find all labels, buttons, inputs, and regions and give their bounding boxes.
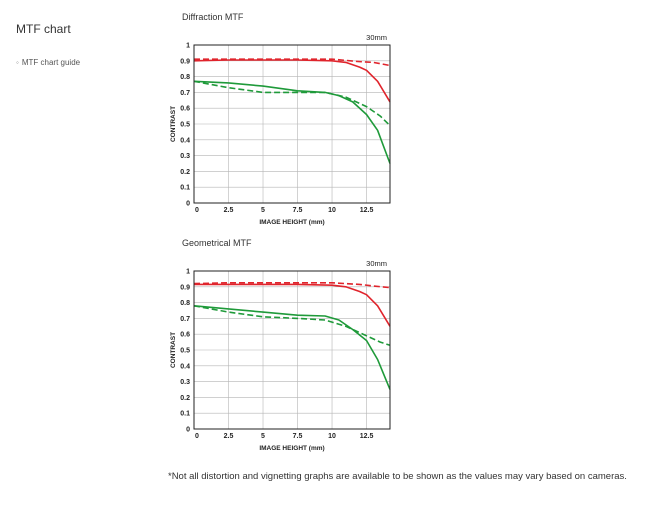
sidebar-title: MTF chart bbox=[16, 22, 71, 36]
y-tick-label: 0.1 bbox=[180, 411, 190, 418]
x-tick-label: 12.5 bbox=[360, 433, 374, 440]
x-tick-label: 7.5 bbox=[293, 207, 303, 214]
y-tick-label: 0.7 bbox=[180, 316, 190, 323]
series-line-green-dashed bbox=[193, 305, 391, 347]
x-tick-label: 10 bbox=[328, 433, 336, 440]
y-tick-label: 0.6 bbox=[180, 106, 190, 113]
chart-title-diffraction: Diffraction MTF bbox=[182, 12, 244, 22]
x-axis-label: IMAGE HEIGHT (mm) bbox=[259, 445, 324, 452]
chart-title-geometrical: Geometrical MTF bbox=[182, 238, 252, 248]
focal-length-annotation: 30mm bbox=[366, 259, 387, 268]
x-tick-label: 5 bbox=[261, 433, 265, 440]
series-line-red-dashed bbox=[194, 58, 391, 67]
y-tick-label: 0.4 bbox=[180, 363, 190, 370]
x-tick-label: 7.5 bbox=[293, 433, 303, 440]
series-line-green-dashed bbox=[193, 80, 391, 127]
y-tick-label: 0.8 bbox=[180, 74, 190, 81]
y-axis-label: CONTRAST bbox=[170, 332, 177, 368]
y-tick-label: 0.5 bbox=[180, 122, 190, 129]
diffraction-mtf-chart: 00.10.20.30.40.50.60.70.80.910 2.5 5 7.5 10 1… bbox=[170, 33, 391, 226]
x-tick-label: 2.5 bbox=[224, 433, 234, 440]
x-tick-label: 10 bbox=[328, 207, 336, 214]
plot-frame bbox=[193, 270, 391, 430]
focal-length-annotation: 30mm bbox=[366, 33, 387, 42]
series-line-green-solid bbox=[193, 305, 391, 390]
geometrical-mtf-chart: 00.10.20.30.40.50.60.70.80.910 2.5 5 7.5 10 1… bbox=[170, 259, 391, 452]
y-tick-label: 0.6 bbox=[180, 332, 190, 339]
series-line-red-dashed bbox=[193, 282, 391, 289]
x-tick-label: 2.5 bbox=[224, 207, 234, 214]
y-tick-label: 0.9 bbox=[180, 284, 190, 291]
x-tick-label: 0 bbox=[195, 207, 199, 214]
series-line-red-solid bbox=[194, 283, 391, 327]
footnote: *Not all distortion and vignetting graph… bbox=[168, 471, 627, 482]
series-line-red-solid bbox=[193, 59, 391, 103]
y-tick-label: 0.8 bbox=[180, 300, 190, 307]
y-tick-label: 0 bbox=[186, 427, 190, 434]
y-tick-label: 0.4 bbox=[180, 137, 190, 144]
y-tick-label: 1 bbox=[186, 43, 190, 50]
bullet-icon: ◦ bbox=[16, 58, 19, 67]
x-tick-label: 12.5 bbox=[360, 207, 374, 214]
y-tick-label: 0.7 bbox=[180, 90, 190, 97]
plot-frame bbox=[193, 44, 391, 204]
y-tick-label: 0 bbox=[186, 201, 190, 208]
mtf-chart-guide-label: MTF chart guide bbox=[21, 58, 81, 67]
y-tick-label: 0.9 bbox=[180, 58, 190, 65]
y-tick-label: 0.3 bbox=[180, 379, 190, 386]
y-tick-label: 1 bbox=[186, 269, 190, 276]
x-tick-label: 0 bbox=[195, 433, 199, 440]
sidebar: MTF chart ◦ MTF chart guide bbox=[16, 22, 156, 67]
series-line-green-solid bbox=[193, 80, 391, 164]
mtf-chart-guide-link[interactable]: ◦ MTF chart guide bbox=[16, 58, 156, 67]
y-tick-label: 0.3 bbox=[180, 153, 190, 160]
x-axis-label: IMAGE HEIGHT (mm) bbox=[259, 219, 324, 226]
y-axis-label: CONTRAST bbox=[170, 106, 177, 142]
y-tick-label: 0.2 bbox=[180, 395, 190, 402]
x-tick-label: 5 bbox=[261, 207, 265, 214]
y-tick-label: 0.1 bbox=[180, 185, 190, 192]
y-tick-label: 0.5 bbox=[180, 348, 190, 355]
y-tick-label: 0.2 bbox=[180, 169, 190, 176]
